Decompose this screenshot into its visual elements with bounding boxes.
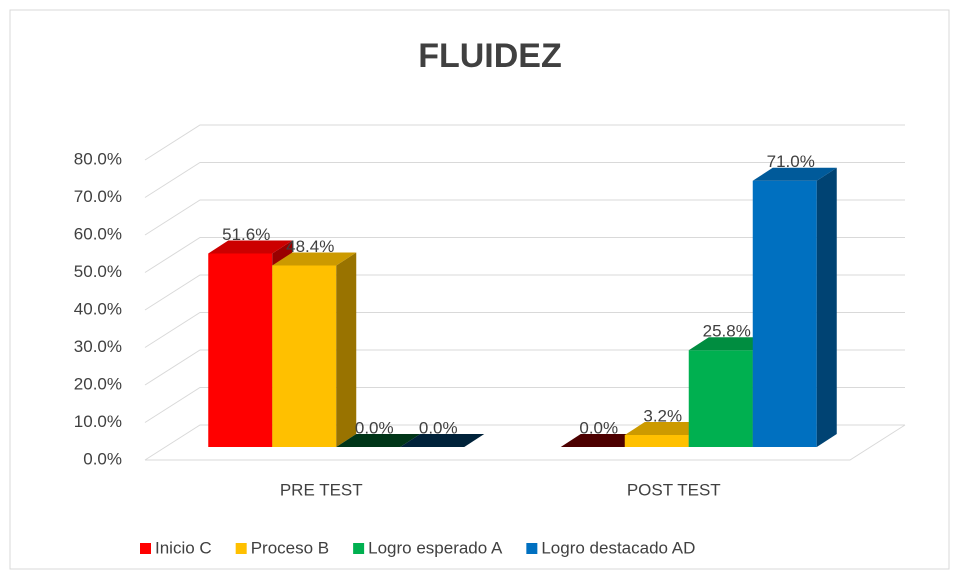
legend-swatch [526,543,538,554]
y-tick-label: 30.0% [74,337,122,356]
bar-top [560,434,645,447]
bar-top [208,240,293,254]
grid-line [144,237,905,273]
data-label: 0.0% [579,418,618,437]
floor [145,424,906,461]
x-tick-label: POST TEST [627,480,721,499]
y-tick-label: 70.0% [74,187,122,206]
grid-line [144,349,905,386]
y-tick-label: 20.0% [74,374,122,393]
grid-line [144,162,905,198]
x-tick-label: PRE TEST [280,480,363,499]
bar-side [336,252,357,447]
bar-side [816,167,837,447]
legend-swatch [353,543,365,554]
legend-label: Proceso B [251,538,329,557]
bar-front [688,350,753,447]
bar-front [208,253,273,447]
bar-top [272,252,357,266]
bar-front [624,435,689,447]
legend-swatch [235,543,247,554]
y-tick-label: 10.0% [74,412,122,431]
grid-line [144,312,905,348]
grid-line [144,124,905,161]
bar-front [272,265,337,447]
data-label: 25.8% [703,322,751,341]
bar-top [688,337,773,351]
y-tick-label: 60.0% [74,224,122,243]
chart-title: FLUIDEZ [418,37,562,75]
y-tick-label: 40.0% [74,299,122,318]
bar-top [336,434,421,447]
bar-top [624,422,709,435]
grid-line [144,387,905,423]
legend-label: Logro destacado AD [541,538,695,557]
data-label: 48.4% [286,237,334,256]
grid-line [144,274,905,311]
data-label: 0.0% [419,418,458,437]
legend-label: Logro esperado A [368,538,503,557]
bar-top [400,434,485,447]
bar-front [752,180,817,447]
y-tick-label: 50.0% [74,262,122,281]
data-label: 71.0% [767,152,815,171]
y-tick-label: 80.0% [74,149,122,168]
bar-top [752,167,837,181]
data-label: 51.6% [222,225,270,244]
grid-line [144,199,905,236]
data-label: 3.2% [643,406,682,425]
data-label: 0.0% [355,418,394,437]
legend-swatch [140,543,151,554]
legend-label: Inicio C [155,538,212,557]
y-tick-label: 0.0% [83,449,122,468]
